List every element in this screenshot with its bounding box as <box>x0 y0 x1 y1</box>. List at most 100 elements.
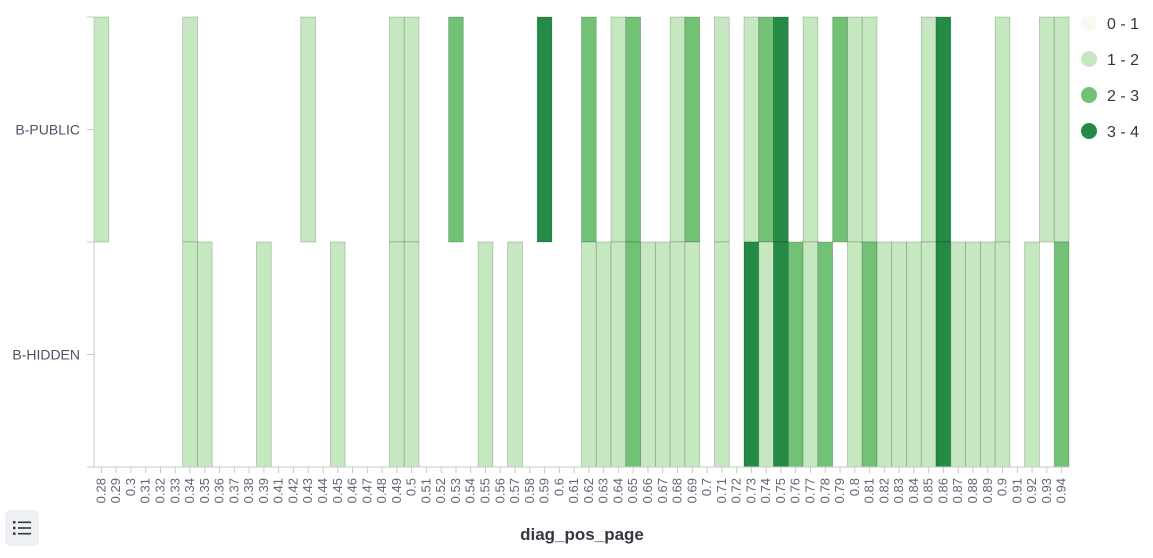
heatmap-cell[interactable] <box>994 241 1011 468</box>
x-tick-label: 0.82 <box>876 478 891 503</box>
x-tick-label: 0.92 <box>1024 478 1039 503</box>
heatmap-cell[interactable] <box>994 16 1011 243</box>
heatmap-cell[interactable] <box>965 241 981 468</box>
x-tick-label: 0.91 <box>1009 478 1024 503</box>
heatmap-cell[interactable] <box>389 16 405 243</box>
x-tick-label: 0.46 <box>345 478 360 503</box>
heatmap-cell[interactable] <box>581 241 597 468</box>
heatmap-cell[interactable] <box>197 241 213 468</box>
heatmap-cell[interactable] <box>1024 241 1040 468</box>
heatmap-cell[interactable] <box>802 241 819 468</box>
heatmap-cell[interactable] <box>979 241 996 468</box>
heatmap-cell[interactable] <box>182 241 198 468</box>
legend-label: 2 - 3 <box>1107 88 1139 105</box>
heatmap-cell[interactable] <box>654 241 671 468</box>
heatmap-cell[interactable] <box>891 241 907 468</box>
x-tick-label: 0.3 <box>123 478 138 496</box>
legend-label: 3 - 4 <box>1107 124 1139 141</box>
heatmap-cell[interactable] <box>950 241 966 468</box>
x-tick-label: 0.89 <box>980 478 995 503</box>
heatmap-cell[interactable] <box>684 16 701 243</box>
x-tick-label: 0.28 <box>93 478 108 503</box>
heatmap-cell[interactable] <box>477 241 494 468</box>
heatmap-cell[interactable] <box>906 241 922 468</box>
heatmap-cell[interactable] <box>182 16 198 243</box>
x-tick-label: 0.5 <box>404 478 419 496</box>
x-tick-label: 0.29 <box>108 478 123 503</box>
x-tick-label: 0.31 <box>138 478 153 503</box>
heatmap-cell[interactable] <box>1039 16 1055 243</box>
heatmap-cell[interactable] <box>256 241 272 468</box>
heatmap-cell[interactable] <box>581 16 597 243</box>
heatmap-cell[interactable] <box>389 241 405 468</box>
x-tick-label: 0.78 <box>817 478 832 503</box>
heatmap-cell[interactable] <box>684 241 701 468</box>
heatmap-cell[interactable] <box>847 241 863 468</box>
x-tick-label: 0.83 <box>891 478 906 503</box>
heatmap-cell[interactable] <box>610 16 627 243</box>
heatmap-cell[interactable] <box>714 16 730 243</box>
heatmap-cell[interactable] <box>832 16 848 243</box>
legend: 0 - 1 1 - 2 2 - 3 3 - 4 <box>1081 15 1139 141</box>
x-axis-title: diag_pos_page <box>520 525 644 544</box>
x-tick-label: 0.48 <box>374 478 389 503</box>
heatmap-cell[interactable] <box>93 16 110 243</box>
legend-toggle-button[interactable] <box>5 510 39 546</box>
heatmap-cell[interactable] <box>802 16 819 243</box>
heatmap-cell[interactable] <box>1053 241 1070 468</box>
heatmap-cell[interactable] <box>403 241 420 468</box>
x-tick-label: 0.61 <box>566 478 581 503</box>
x-tick-label: 0.7 <box>699 478 714 496</box>
x-tick-label: 0.37 <box>226 478 241 503</box>
heatmap-cell[interactable] <box>817 241 834 468</box>
y-tick-label: B-PUBLIC <box>15 122 80 138</box>
x-tick-label: 0.52 <box>433 478 448 503</box>
legend-label: 1 - 2 <box>1107 52 1139 69</box>
heatmap-cell[interactable] <box>625 241 641 468</box>
x-tick-label: 0.41 <box>271 478 286 503</box>
heatmap-cell[interactable] <box>625 16 641 243</box>
heatmap-cell[interactable] <box>773 241 789 468</box>
heatmap-cells <box>93 16 1070 468</box>
heatmap-cell[interactable] <box>669 16 686 243</box>
heatmap-cell[interactable] <box>787 241 804 468</box>
heatmap-cell[interactable] <box>935 16 952 243</box>
x-tick-label: 0.58 <box>522 478 537 503</box>
x-tick-label: 0.65 <box>625 478 640 503</box>
heatmap-cell[interactable] <box>773 16 789 243</box>
x-tick-label: 0.42 <box>285 478 300 503</box>
heatmap-cell[interactable] <box>640 241 656 468</box>
heatmap-cell[interactable] <box>935 241 952 468</box>
heatmap-cell[interactable] <box>595 241 612 468</box>
heatmap-cell[interactable] <box>610 241 627 468</box>
x-tick-label: 0.67 <box>655 478 670 503</box>
heatmap-cell[interactable] <box>507 241 523 468</box>
x-tick-label: 0.36 <box>212 478 227 503</box>
heatmap-cell[interactable] <box>403 16 420 243</box>
heatmap-cell[interactable] <box>536 16 553 243</box>
heatmap-cell[interactable] <box>920 16 937 243</box>
heatmap-cell[interactable] <box>1053 16 1070 243</box>
heatmap-cell[interactable] <box>743 241 760 468</box>
x-tick-label: 0.56 <box>492 478 507 503</box>
heatmap-cell[interactable] <box>876 241 893 468</box>
x-tick-label: 0.86 <box>935 478 950 503</box>
heatmap-cell[interactable] <box>920 241 937 468</box>
x-tick-label: 0.93 <box>1039 478 1054 503</box>
heatmap-cell[interactable] <box>714 241 730 468</box>
heatmap-cell[interactable] <box>669 241 686 468</box>
x-tick-label: 0.87 <box>950 478 965 503</box>
heatmap-cell[interactable] <box>861 241 878 468</box>
heatmap-cell[interactable] <box>448 16 464 243</box>
x-tick-label: 0.43 <box>300 478 315 503</box>
x-tick-label: 0.59 <box>537 478 552 503</box>
heatmap-cell[interactable] <box>758 16 774 243</box>
heatmap-cell[interactable] <box>861 16 878 243</box>
x-tick-label: 0.85 <box>921 478 936 503</box>
heatmap-cell[interactable] <box>847 16 863 243</box>
heatmap-cell[interactable] <box>758 241 774 468</box>
heatmap-cell[interactable] <box>743 16 760 243</box>
heatmap-cell[interactable] <box>329 241 346 468</box>
heatmap-cell[interactable] <box>300 16 316 243</box>
